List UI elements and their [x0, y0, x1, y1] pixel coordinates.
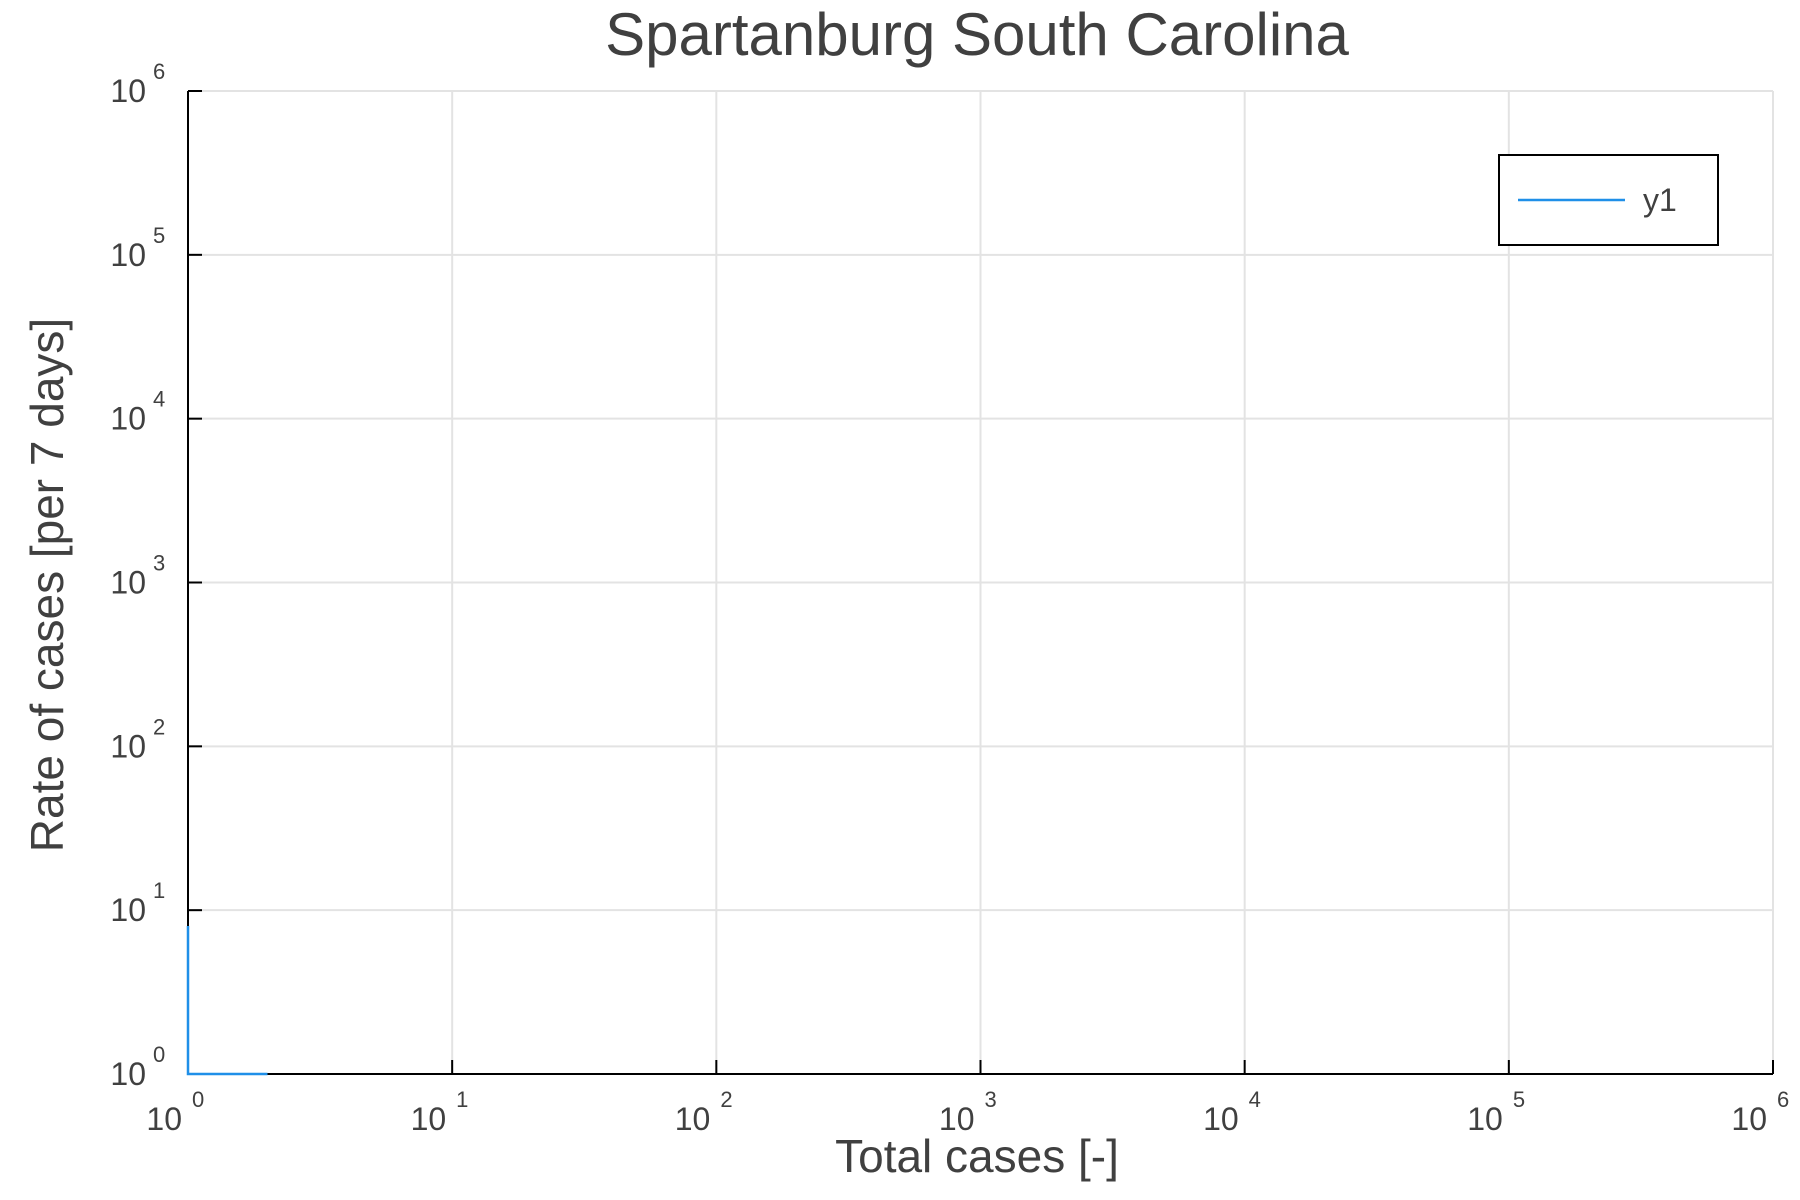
legend: y1 [1498, 154, 1719, 246]
x-tick-exponent-5: 5 [1513, 1087, 1525, 1112]
x-tick-label-0: 10 [146, 1101, 182, 1137]
x-tick-exponent-6: 6 [1777, 1087, 1789, 1112]
y-tick-label-2: 10 [110, 728, 146, 764]
y-tick-exponent-6: 6 [153, 59, 165, 84]
x-tick-label-4: 10 [1203, 1101, 1239, 1137]
x-tick-label-3: 10 [939, 1101, 975, 1137]
y-axis-label: Rate of cases [per 7 days] [21, 318, 73, 852]
y-tick-label-4: 10 [110, 401, 146, 437]
x-axis-ticks: 10 0 10 1 10 2 10 3 10 4 10 5 10 6 [146, 1060, 1789, 1137]
x-tick-exponent-3: 3 [985, 1087, 997, 1112]
x-tick-exponent-0: 0 [192, 1087, 204, 1112]
y-tick-exponent-2: 2 [153, 714, 165, 739]
x-tick-label-2: 10 [675, 1101, 711, 1137]
series-line-0 [186, 926, 268, 1076]
y-tick-label-5: 10 [110, 237, 146, 273]
chart-title: Spartanburg South Carolina [605, 1, 1349, 68]
x-axis-label: Total cases [-] [835, 1130, 1119, 1182]
y-tick-label-6: 10 [110, 73, 146, 109]
y-tick-label-0: 10 [110, 1056, 146, 1092]
x-tick-exponent-1: 1 [456, 1087, 468, 1112]
y-axis-ticks: 10 0 10 1 10 2 10 3 10 4 10 5 10 6 [110, 59, 202, 1092]
grid [187, 90, 1774, 1075]
x-tick-label-1: 10 [411, 1101, 447, 1137]
y-tick-exponent-0: 0 [153, 1042, 165, 1067]
x-tick-label-5: 10 [1467, 1101, 1503, 1137]
legend-label-0: y1 [1643, 182, 1677, 218]
y-tick-exponent-5: 5 [153, 223, 165, 248]
y-tick-label-3: 10 [110, 565, 146, 601]
x-tick-exponent-4: 4 [1249, 1087, 1261, 1112]
x-tick-label-6: 10 [1731, 1101, 1767, 1137]
x-tick-exponent-2: 2 [720, 1087, 732, 1112]
y-tick-exponent-1: 1 [153, 878, 165, 903]
series-layer [186, 926, 268, 1076]
y-tick-label-1: 10 [110, 892, 146, 928]
y-tick-exponent-3: 3 [153, 551, 165, 576]
y-tick-exponent-4: 4 [153, 387, 165, 412]
